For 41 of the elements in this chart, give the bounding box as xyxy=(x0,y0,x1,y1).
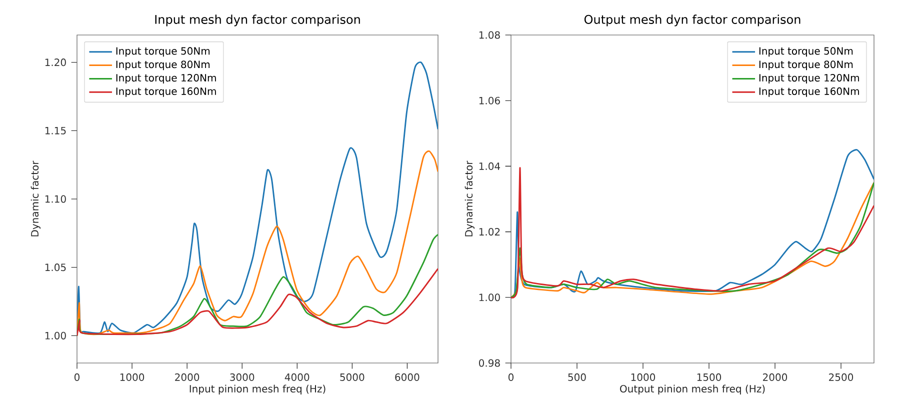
y-tick-label: 1.06 xyxy=(479,96,500,104)
legend-label: Input torque 50Nm xyxy=(759,47,853,57)
y-tick-label: 1.20 xyxy=(45,58,66,66)
legend-label: Input torque 120Nm xyxy=(116,74,216,84)
x-tick-label: 0 xyxy=(508,373,514,381)
y-tick-label: 1.02 xyxy=(479,228,500,236)
x-tick-label: 5000 xyxy=(340,373,364,381)
legend-label: Input torque 120Nm xyxy=(759,74,859,84)
line-series xyxy=(77,150,438,336)
y-tick-label: 1.15 xyxy=(45,126,66,134)
legend-label: Input torque 80Nm xyxy=(759,60,853,70)
x-tick-label: 1000 xyxy=(631,373,656,381)
legend-label: Input torque 80Nm xyxy=(116,60,210,70)
y-tick-label: 1.00 xyxy=(45,332,66,340)
x-axis-title: Output pinion mesh freq (Hz) xyxy=(620,384,765,394)
y-tick-label: 0.98 xyxy=(479,359,500,367)
x-tick-label: 3000 xyxy=(230,373,254,381)
x-axis-title: Input pinion mesh freq (Hz) xyxy=(190,384,326,394)
legend-label: Input torque 160Nm xyxy=(116,87,216,97)
x-tick-label: 6000 xyxy=(395,373,420,381)
legend-label: Input torque 160Nm xyxy=(759,87,859,97)
y-tick-label: 1.10 xyxy=(45,195,66,203)
y-tick-label: 1.08 xyxy=(479,31,500,39)
x-tick-label: 1000 xyxy=(120,373,144,381)
y-axis-title: Dynamic factor xyxy=(30,160,41,236)
chart-title: Input mesh dyn factor comparison xyxy=(155,14,360,26)
x-tick-label: 2000 xyxy=(175,373,200,381)
x-tick-label: 2000 xyxy=(763,373,788,381)
x-tick-label: 4000 xyxy=(284,373,310,381)
y-tick-label: 1.04 xyxy=(479,162,500,170)
line-series xyxy=(77,268,438,336)
y-axis-title: Dynamic factor xyxy=(464,160,475,236)
line-series xyxy=(77,234,438,336)
x-tick-label: 1500 xyxy=(697,373,722,381)
x-tick-label: 500 xyxy=(568,373,586,381)
chart-title: Output mesh dyn factor comparison xyxy=(584,14,800,26)
legend-label: Input torque 50Nm xyxy=(116,47,210,57)
y-tick-label: 1.05 xyxy=(45,264,66,272)
x-tick-label: 2500 xyxy=(829,373,854,381)
y-tick-label: 1.00 xyxy=(479,294,500,302)
x-tick-label: 0 xyxy=(74,373,80,381)
